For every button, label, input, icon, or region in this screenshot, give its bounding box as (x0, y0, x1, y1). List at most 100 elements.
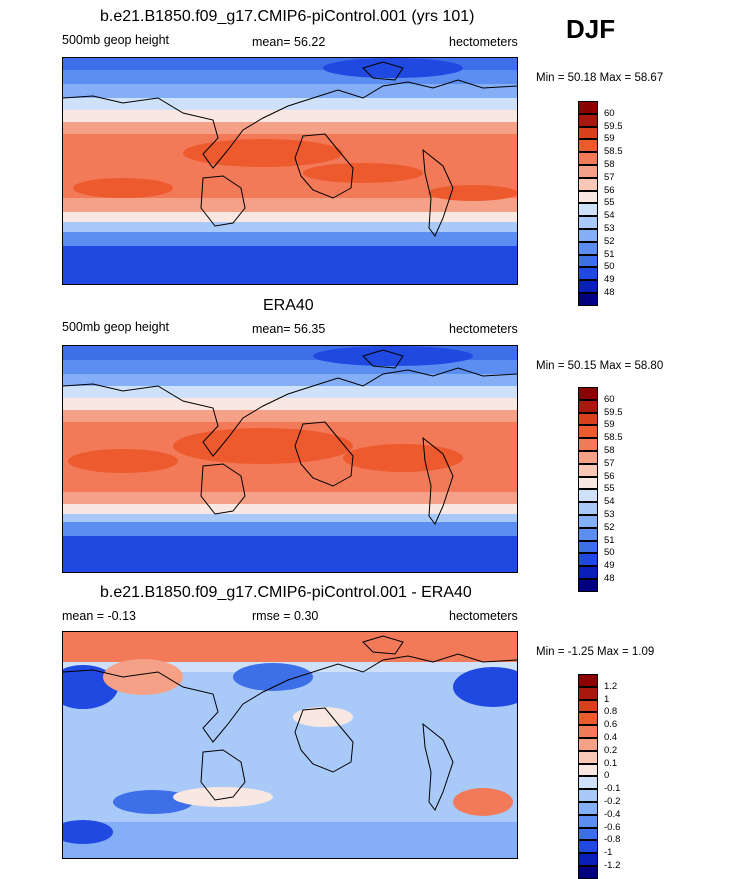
colorbar-swatch (578, 101, 598, 114)
panel-2-minmax: Min = 50.15 Max = 58.80 (536, 360, 664, 372)
colorbar-swatch (578, 438, 598, 451)
colorbar-tick-label: 49 (604, 274, 615, 286)
colorbar-swatch (578, 177, 598, 191)
colorbar-swatch (578, 566, 598, 579)
colorbar-swatch (578, 579, 598, 592)
colorbar-swatch (578, 502, 598, 515)
colorbar-swatch (578, 113, 598, 127)
panel-3-minmax: Min = -1.25 Max = 1.09 (536, 646, 655, 658)
colorbar-tick-label: 54 (604, 210, 615, 222)
panel-1-mean: mean= 56.22 (252, 35, 326, 49)
colorbar-tick-label: -0.1 (604, 783, 621, 795)
colorbar-swatch (578, 152, 598, 165)
colorbar-swatch (578, 827, 598, 841)
colorbar-swatch (578, 686, 598, 700)
panel-1-units: hectometers (449, 35, 518, 49)
field-band (63, 122, 517, 134)
colorbar-swatch (578, 216, 598, 229)
colorbar-swatch (578, 280, 598, 293)
colorbar-swatch (578, 139, 598, 153)
colorbar-swatch (578, 399, 598, 413)
coastline (63, 635, 517, 811)
field-blob (343, 444, 463, 472)
colorbar-swatch (578, 463, 598, 477)
colorbar-tick-label: 58 (604, 159, 615, 170)
field-blob (183, 139, 343, 167)
colorbar-tick-label: 52 (604, 521, 615, 533)
colorbar-swatch (578, 451, 598, 464)
colorbar-tick-label: 48 (604, 573, 615, 584)
panel-1-map (62, 57, 518, 285)
field-blob (63, 820, 113, 844)
coastline (63, 349, 517, 525)
field-band (63, 98, 517, 110)
colorbar-tick-label: 48 (604, 287, 615, 298)
colorbar-swatch (578, 553, 598, 567)
colorbar-swatch (578, 738, 598, 751)
panel-2-mean: mean= 56.35 (252, 322, 326, 336)
panel-1-left-label: 500mb geop height (62, 33, 170, 47)
colorbar-swatch (578, 776, 598, 790)
colorbar-swatch (578, 267, 598, 281)
colorbar-tick-label: 57 (604, 457, 615, 469)
colorbar-tick-label: 58.5 (604, 146, 623, 158)
colorbar-swatch (578, 489, 598, 503)
field-band (63, 536, 517, 572)
colorbar-swatch (578, 750, 598, 764)
colorbar-tick-label: 0.4 (604, 732, 618, 743)
colorbar-tick-label: 56 (604, 184, 615, 196)
colorbar-tick-label: 55 (604, 483, 615, 495)
colorbar-swatch (578, 674, 598, 687)
field-band (63, 374, 517, 386)
field-blob (173, 787, 273, 807)
field-band (63, 632, 517, 662)
colorbar-swatch (578, 789, 598, 802)
colorbar-swatch (578, 725, 598, 738)
field-blob (453, 788, 513, 816)
panel-2-field (63, 346, 517, 572)
colorbar-swatch (578, 293, 598, 306)
field-blob (303, 163, 423, 183)
field-band (63, 84, 517, 98)
colorbar-tick-label: 60 (604, 107, 615, 119)
field-band (63, 514, 517, 522)
field-band (63, 504, 517, 514)
colorbar-tick-label: -0.6 (604, 821, 621, 833)
colorbar-tick-label: 50 (604, 261, 615, 273)
colorbar-tick-label: 60 (604, 393, 615, 405)
colorbar-tick-label: -0.2 (604, 796, 621, 807)
colorbar-swatch (578, 866, 598, 879)
field-blob (293, 707, 353, 727)
colorbar-tick-label: 58.5 (604, 432, 623, 444)
colorbar-tick-label: 55 (604, 197, 615, 209)
colorbar-tick-label: 49 (604, 560, 615, 572)
colorbar-swatch (578, 712, 598, 726)
colorbar-tick-label: 1.2 (604, 680, 618, 692)
field-band (63, 410, 517, 422)
colorbar-tick-label: 54 (604, 496, 615, 508)
colorbar-swatch (578, 476, 598, 490)
panel-3-rmse: rmse = 0.30 (252, 609, 319, 623)
colorbar-tick-label: 52 (604, 235, 615, 247)
colorbar-swatch (578, 165, 598, 178)
field-blob (103, 659, 183, 695)
panel-3-units: hectometers (449, 609, 518, 623)
colorbar-swatch (578, 527, 598, 541)
panel-2-units: hectometers (449, 322, 518, 336)
colorbar-tick-label: 0.2 (604, 744, 618, 756)
colorbar-swatch (578, 840, 598, 854)
colorbar-swatch (578, 229, 598, 242)
panel-2-left-label: 500mb geop height (62, 320, 170, 334)
colorbar-tick-label: -0.4 (604, 808, 621, 820)
panel-1-minmax: Min = 50.18 Max = 58.67 (536, 72, 664, 84)
colorbar-swatch (578, 203, 598, 217)
field-blob (173, 428, 353, 464)
field-band (63, 232, 517, 246)
field-band (63, 110, 517, 122)
colorbar-tick-label: 0.8 (604, 706, 618, 718)
panel-3-mean: mean = -0.13 (62, 609, 137, 623)
colorbar-tick-label: 0 (604, 770, 610, 782)
colorbar-tick-label: 0.6 (604, 719, 618, 731)
panel-3-title: b.e21.B1850.f09_g17.CMIP6-piControl.001 … (100, 584, 472, 601)
field-band (63, 398, 517, 410)
